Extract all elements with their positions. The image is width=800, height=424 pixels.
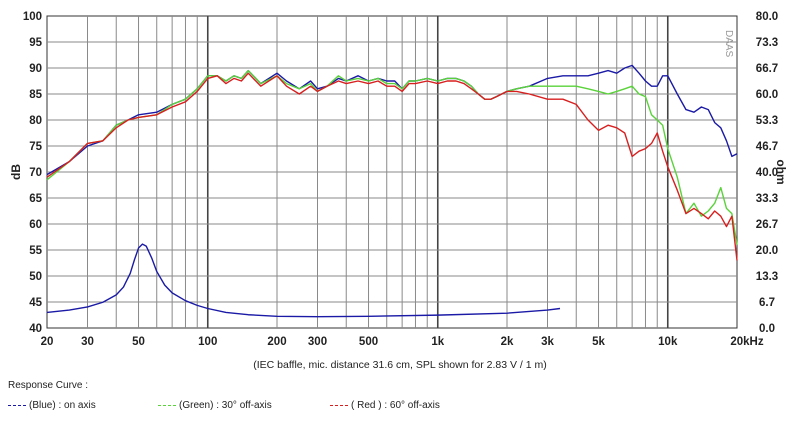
x-tick-label: 10k [658,336,678,348]
y-tick-label: 60 [29,219,42,231]
y-tick-label: 70 [29,167,42,179]
y2-tick-label: 26.7 [756,219,778,231]
series-layer [46,64,738,318]
x-tick-label: 20kHz [730,336,763,348]
y2-tick-label: 66.7 [756,63,778,75]
y-axis-title: dB [9,164,23,180]
y-tick-label: 40 [29,323,42,335]
x-tick-label: 2k [501,336,514,348]
y2-tick-label: 20.0 [756,245,778,257]
series-line-red [46,72,738,261]
y2-tick-label: 60.0 [756,89,778,101]
frequency-response-chart: 20 30 50 100 200 300 500 1k 2k 3k 5k 10k 20kHz 40 45 50… [9,11,788,371]
y-tick-label: 65 [29,193,42,205]
x-tick-label: 200 [267,336,286,348]
grid [47,16,737,328]
legend: Response Curve : (Blue) : on axis (Green… [6,376,786,420]
y2-tick-label: 80.0 [756,11,778,23]
y2-tick-label: 0.0 [759,323,775,335]
y-tick-label: 75 [29,141,42,153]
x-tick-label: 3k [541,336,554,348]
y-tick-label: 100 [23,11,42,23]
x-tick-label: 100 [198,336,217,348]
y-tick-label: 80 [29,115,42,127]
measurement-note: (IEC baffle, mic. distance 31.6 cm, SPL … [253,359,547,371]
legend-swatch-red [330,404,348,406]
legend-label-red: ( Red ) : 60° off-axis [351,400,440,411]
y-tick-label: 50 [29,271,42,283]
y-tick-label: 55 [29,245,42,257]
legend-item-red: ( Red ) : 60° off-axis [330,400,440,411]
y2-axis-title: ohm [774,159,788,184]
y-tick-label: 85 [29,89,42,101]
x-tick-label: 50 [132,336,145,348]
legend-title: Response Curve : [8,380,89,391]
x-tick-label: 30 [81,336,94,348]
x-tick-label: 1k [431,336,444,348]
ticks-layer: 20 30 50 100 200 300 500 1k 2k 3k 5k 10k 20kHz 40 45 50… [23,11,778,348]
y2-tick-label: 53.3 [756,115,778,127]
y2-tick-label: 46.7 [756,141,778,153]
y2-tick-label: 13.3 [756,271,778,283]
x-tick-label: 300 [308,336,327,348]
y2-tick-label: 40.0 [756,167,778,179]
y2-tick-label: 73.3 [756,37,778,49]
legend-swatch-blue [8,404,26,406]
y-tick-label: 45 [29,297,42,309]
x-tick-label: 5k [592,336,605,348]
y2-tick-label: 6.7 [759,297,775,309]
watermark: DAAS [723,30,734,58]
legend-swatch-green [158,404,176,406]
legend-label-blue: (Blue) : on axis [29,400,96,411]
legend-label-green: (Green) : 30° off-axis [179,400,272,411]
y2-tick-label: 33.3 [756,193,778,205]
impedance-curve [46,243,561,318]
x-tick-label: 20 [41,336,54,348]
x-tick-label: 500 [359,336,378,348]
y-tick-label: 95 [29,37,42,49]
legend-item-blue: (Blue) : on axis [8,400,96,411]
y-tick-label: 90 [29,63,42,75]
legend-item-green: (Green) : 30° off-axis [158,400,272,411]
